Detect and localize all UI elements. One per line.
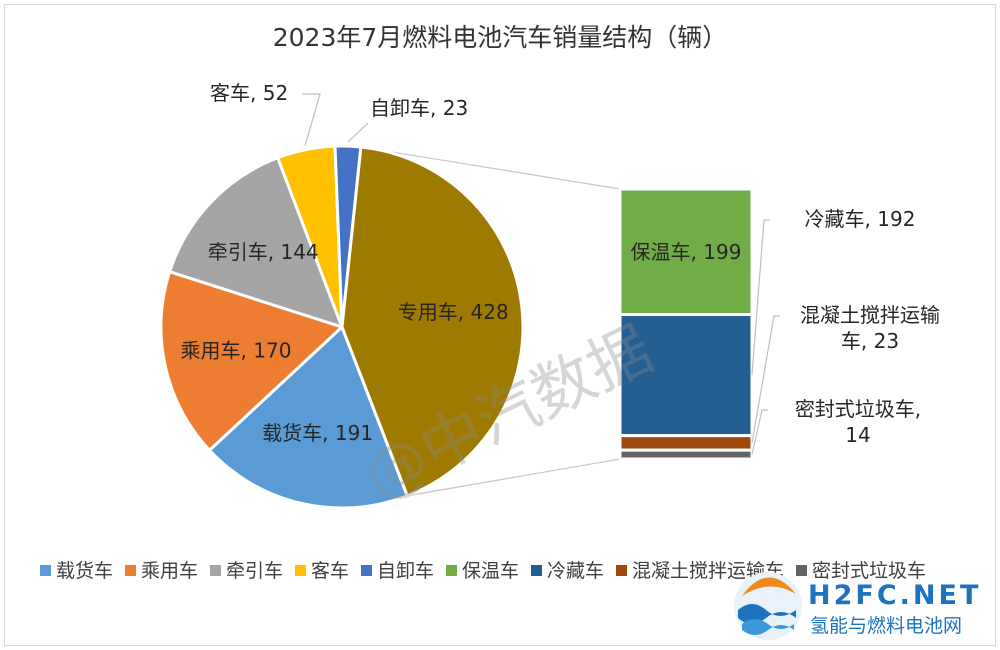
data-label-载货车: 载货车, 191 <box>262 421 373 445</box>
legend-swatch-载货车 <box>40 565 51 576</box>
connector-line-top <box>360 146 621 190</box>
legend-label-混凝土搅拌运输车: 混凝土搅拌运输车 <box>632 560 784 582</box>
legend-swatch-客车 <box>295 565 306 576</box>
legend-swatch-密封式垃圾车 <box>796 565 807 576</box>
leader-line-冷藏车 <box>751 219 770 376</box>
pie-slice-牵引车 <box>167 155 345 330</box>
data-label-密封式垃圾车: 密封式垃圾车, 14 <box>795 397 921 447</box>
leader-line-混凝土搅拌运输车 <box>751 315 780 444</box>
leader-line-客车 <box>302 93 321 146</box>
logo-brand-text: H2FC.NET <box>808 580 981 611</box>
data-label-冷藏车: 冷藏车, 192 <box>805 207 916 231</box>
legend-label-自卸车: 自卸车 <box>377 560 434 582</box>
legend: 载货车 乘用车 牵引车 客车 自卸车 保温车 冷藏车 混凝土搅拌运输车 密封式垃圾车 <box>40 560 926 582</box>
legend-label-牵引车: 牵引车 <box>226 560 283 582</box>
legend-swatch-牵引车 <box>210 565 221 576</box>
legend-swatch-保温车 <box>446 565 457 576</box>
logo-flame-icon <box>742 577 796 596</box>
data-labels: 载货车, 191 乘用车, 170 牵引车, 144 客车, 52 自卸车, 23 专用车… <box>181 81 940 455</box>
legend-label-冷藏车: 冷藏车 <box>547 560 604 582</box>
logo-wave2-icon <box>742 619 794 635</box>
legend-label-密封式垃圾车: 密封式垃圾车 <box>812 560 926 582</box>
pie-group <box>159 144 525 510</box>
bar-segment-混凝土搅拌运输车 <box>618 434 754 452</box>
pie-slice-乘用车 <box>159 269 345 453</box>
connector-lines <box>360 146 621 497</box>
data-label-保温车: 保温车, 199 <box>631 240 742 264</box>
data-label-牵引车: 牵引车, 144 <box>208 240 319 264</box>
legend-swatch-冷藏车 <box>531 565 542 576</box>
data-label-自卸车: 自卸车, 23 <box>370 96 468 120</box>
data-label-混凝土搅拌运输车: 混凝土搅拌运输车, 23 <box>800 303 940 353</box>
legend-swatch-乘用车 <box>125 565 136 576</box>
bar-segment-密封式垃圾车 <box>618 448 754 461</box>
leader-line-密封式垃圾车 <box>751 409 768 455</box>
logo-subtitle-text: 氢能与燃料电池网 <box>810 615 962 637</box>
data-label-专用车: 专用车, 428 <box>398 300 509 324</box>
legend-swatch-混凝土搅拌运输车 <box>616 565 627 576</box>
legend-swatch-自卸车 <box>361 565 372 576</box>
h2fc-logo: H2FC.NET 氢能与燃料电池网 <box>734 572 981 640</box>
data-label-乘用车: 乘用车, 170 <box>181 339 292 363</box>
legend-label-客车: 客车 <box>311 560 349 582</box>
logo-wave-icon <box>738 604 796 624</box>
legend-label-乘用车: 乘用车 <box>141 560 198 582</box>
bar-group <box>618 187 754 461</box>
connector-line-bottom <box>407 458 621 497</box>
chart-title: 2023年7月燃料电池汽车销量结构（辆） <box>273 23 728 52</box>
leader-line-自卸车 <box>347 122 369 143</box>
data-label-客车: 客车, 52 <box>210 81 288 105</box>
pie-slice-载货车 <box>207 324 410 510</box>
pie-slice-专用车 <box>340 145 525 498</box>
legend-label-载货车: 载货车 <box>56 560 113 582</box>
legend-label-保温车: 保温车 <box>462 560 519 582</box>
